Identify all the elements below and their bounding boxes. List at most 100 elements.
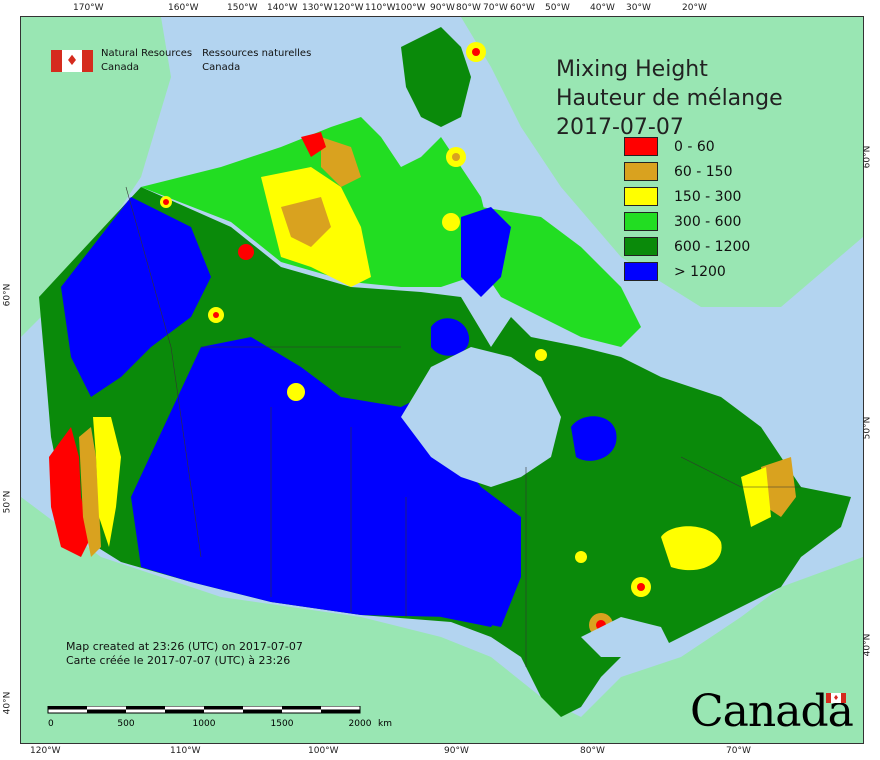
westcoast-orange	[79, 427, 101, 557]
title-date: 2017-07-07	[556, 115, 684, 140]
scale-tick-label: 2000	[349, 719, 372, 729]
graticule-right-label: 40°N	[862, 633, 873, 657]
graticule-left-label: 60°N	[2, 283, 13, 307]
scale-bar: 0 500 1000 1500 2000 km	[46, 705, 406, 734]
quebec-blue-spot	[571, 416, 617, 461]
title-english: Mixing Height	[556, 57, 708, 82]
arctic-orange-patch-2	[321, 137, 361, 187]
baffin-island	[481, 207, 641, 347]
legend-label: 60 - 150	[674, 163, 733, 180]
graticule-top-label: 40°W	[590, 3, 615, 13]
hotspot-5-core	[213, 312, 219, 318]
graticule-top-label: 130°W	[302, 3, 333, 13]
graticule-top-label: 110°W	[365, 3, 396, 13]
canada-flag-icon: ♦	[51, 50, 93, 72]
graticule-top-label: 70°W	[483, 3, 508, 13]
legend-swatch	[624, 187, 658, 206]
ontario-blue-area	[341, 447, 511, 627]
graticule-top-label: 80°W	[456, 3, 481, 13]
great-lakes	[581, 617, 671, 657]
mixing-height-map[interactable]	[21, 17, 863, 743]
legend-item: 60 - 150	[624, 159, 750, 184]
scale-tick-label: 500	[117, 719, 134, 729]
legend-swatch	[624, 212, 658, 231]
legend-item: 300 - 600	[624, 209, 750, 234]
hotspot-7	[442, 213, 460, 231]
alaska-land	[21, 17, 171, 337]
graticule-top-label: 100°W	[395, 3, 426, 13]
greenland-land	[461, 17, 863, 307]
agency-signature: ♦ Natural Resources Canada Ressources na…	[51, 47, 321, 75]
wordmark-flag-icon: ♦	[826, 693, 846, 703]
graticule-top-label: 30°W	[626, 3, 651, 13]
legend-swatch	[624, 162, 658, 181]
agency-en-line1: Natural Resources	[101, 48, 193, 59]
graticule-top-label: 150°W	[227, 3, 258, 13]
agency-fr-line1: Ressources naturelles	[202, 48, 312, 59]
hotspot-8-core	[452, 153, 460, 161]
westcoast-yellow	[93, 417, 121, 547]
nw-blue-area	[61, 197, 211, 397]
agency-name-en: Natural Resources Canada	[101, 47, 192, 75]
graticule-top-label: 20°W	[682, 3, 707, 13]
agency-en-line2: Canada	[101, 62, 140, 73]
arctic-red-spot	[301, 132, 326, 157]
graticule-top-label: 60°W	[510, 3, 535, 13]
graticule-top-label: 140°W	[267, 3, 298, 13]
westcoast-red	[49, 427, 91, 557]
hotspot-4	[535, 349, 547, 361]
scale-tick-label: 1000	[193, 719, 216, 729]
legend-swatch	[624, 262, 658, 281]
legend-label: 300 - 600	[674, 213, 742, 230]
legend-swatch	[624, 237, 658, 256]
graticule-bottom-label: 110°W	[170, 746, 201, 756]
map-credits: Map created at 23:26 (UTC) on 2017-07-07…	[66, 640, 303, 668]
graticule-right-label: 60°N	[862, 145, 873, 169]
hotspot-2-core	[637, 583, 645, 591]
legend-item: 150 - 300	[624, 184, 750, 209]
graticule-top-label: 170°W	[73, 3, 104, 13]
legend: 0 - 60 60 - 150 150 - 300 300 - 600 600 - 12…	[624, 134, 750, 284]
graticule-top-label: 160°W	[168, 3, 199, 13]
ellesmere-island	[401, 27, 471, 127]
graticule-top-label: 50°W	[545, 3, 570, 13]
graticule-bottom-label: 70°W	[726, 746, 751, 756]
graticule-top-label: 90°W	[430, 3, 455, 13]
legend-label: > 1200	[674, 263, 726, 280]
scale-unit-label: km	[378, 719, 392, 729]
hotspot-6	[287, 383, 305, 401]
hotspot-3	[575, 551, 587, 563]
arctic-orange-patch	[281, 197, 331, 247]
hotspot-11	[238, 244, 254, 260]
quebec-yellow-patch	[661, 526, 722, 571]
map-frame: ♦ Natural Resources Canada Ressources na…	[20, 16, 864, 744]
legend-label: 150 - 300	[674, 188, 742, 205]
hotspot-9-core	[472, 48, 480, 56]
scale-tick-label: 0	[48, 719, 54, 729]
graticule-bottom-label: 120°W	[30, 746, 61, 756]
scale-tick-label: 1500	[271, 719, 294, 729]
east-yellow-patch	[741, 467, 771, 527]
province-boundaries	[125, 186, 801, 667]
graticule-right-label: 50°N	[862, 416, 873, 440]
hotspot-10-core	[163, 199, 169, 205]
map-title: Mixing Height Hauteur de mélange 2017-07…	[556, 55, 783, 142]
scale-bar-graphic: 0 500 1000 1500 2000 km	[47, 705, 392, 729]
agency-fr-line2: Canada	[202, 62, 241, 73]
credit-french: Carte créée le 2017-07-07 (UTC) à 23:26	[66, 654, 291, 667]
graticule-left-label: 50°N	[2, 490, 13, 514]
title-french: Hauteur de mélange	[556, 86, 783, 111]
graticule-top-label: 120°W	[333, 3, 364, 13]
arctic-blue-patch	[461, 207, 511, 297]
credit-english: Map created at 23:26 (UTC) on 2017-07-07	[66, 640, 303, 653]
hudson-blue-spot	[431, 318, 470, 356]
legend-item: > 1200	[624, 259, 750, 284]
graticule-bottom-label: 90°W	[444, 746, 469, 756]
legend-label: 0 - 60	[674, 138, 715, 155]
agency-name-fr: Ressources naturelles Canada	[202, 47, 311, 75]
legend-label: 600 - 1200	[674, 238, 751, 255]
graticule-bottom-label: 80°W	[580, 746, 605, 756]
hudson-bay	[401, 347, 561, 487]
legend-swatch	[624, 137, 658, 156]
legend-item: 0 - 60	[624, 134, 750, 159]
